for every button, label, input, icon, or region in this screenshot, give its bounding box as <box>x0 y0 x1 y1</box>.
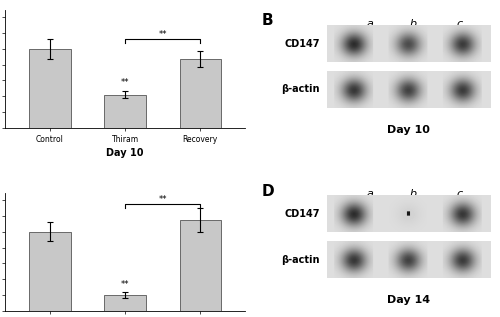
X-axis label: Day 10: Day 10 <box>106 148 144 158</box>
Text: CD147: CD147 <box>284 209 320 219</box>
Text: b: b <box>410 189 417 199</box>
Text: c: c <box>456 19 462 29</box>
Text: **: ** <box>158 30 167 39</box>
Text: b: b <box>410 19 417 29</box>
Bar <box>180 220 221 311</box>
Text: **: ** <box>121 78 130 87</box>
Text: CD147: CD147 <box>284 39 320 49</box>
Text: β-actin: β-actin <box>281 84 320 94</box>
Bar <box>180 59 221 128</box>
Text: β-actin: β-actin <box>281 255 320 265</box>
Text: a: a <box>366 189 374 199</box>
Text: **: ** <box>121 280 130 288</box>
Bar <box>30 232 70 311</box>
Text: B: B <box>262 13 274 29</box>
Text: a: a <box>366 19 374 29</box>
Bar <box>30 49 70 128</box>
Bar <box>104 295 146 311</box>
Bar <box>104 94 146 128</box>
Text: D: D <box>262 184 274 199</box>
Text: Day 10: Day 10 <box>387 125 430 135</box>
Text: c: c <box>456 189 462 199</box>
Text: Day 14: Day 14 <box>387 295 430 305</box>
Text: **: ** <box>158 195 167 204</box>
